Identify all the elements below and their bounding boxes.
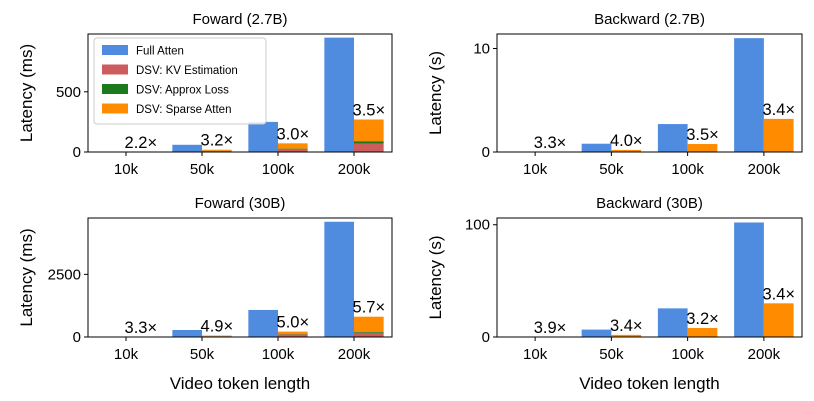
panel1-speedup-100k: 3.0× — [277, 125, 310, 143]
panel3-bar-sparse-100k — [278, 331, 308, 335]
panel3-speedup-50k: 4.9× — [201, 318, 234, 336]
legend-label-sparse: DSV: Sparse Atten — [136, 104, 231, 116]
panel3-bar-kv-200k — [354, 332, 384, 337]
panel2-bar-sparse-50k — [611, 149, 642, 152]
panel4-xtick-10k: 10k — [523, 346, 548, 363]
panel3-bar-sparse-50k — [202, 335, 232, 337]
panel1-xtick-10k: 10k — [114, 161, 139, 178]
panel3-bar-sparse-200k — [354, 316, 384, 332]
panel3-speedup-100k: 5.0× — [277, 314, 310, 332]
panel3-xtick-200k: 200k — [338, 346, 371, 363]
panel1-title: Foward (2.7B) — [192, 11, 287, 28]
panel4-bar-sparse-100k — [687, 328, 718, 337]
panel1-bar-kv-100k — [278, 149, 308, 152]
legend-label-loss: DSV: Approx Loss — [136, 85, 229, 97]
legend-swatch-sparse — [102, 103, 128, 114]
panel3-xtick-50k: 50k — [190, 346, 215, 363]
panel4-speedup-10k: 3.9× — [534, 319, 567, 337]
panel4-xtick-200k: 200k — [748, 346, 781, 363]
panel2-xtick-10k: 10k — [523, 161, 548, 178]
legend-swatch-full — [102, 45, 128, 55]
legend-box — [93, 37, 267, 125]
panel4-bar-sparse-200k — [763, 303, 794, 337]
panel3-ytick-0: 0 — [73, 329, 81, 346]
panel1-bar-full-50k — [172, 144, 202, 152]
panel4-ylabel: Latency (s) — [426, 235, 445, 319]
panel1-bar-full-200k — [324, 37, 354, 152]
panel3-bar-full-50k — [172, 329, 202, 337]
panel2-speedup-100k: 3.5× — [686, 126, 719, 144]
panel1-bar-sparse-50k — [202, 149, 232, 151]
panel3-speedup-10k: 3.3× — [125, 319, 158, 337]
panel2-bar-full-100k — [657, 124, 688, 152]
xlabel-right: Video token length — [579, 374, 720, 393]
legend-swatch-loss — [102, 84, 128, 94]
panel3-bar-full-200k — [324, 221, 354, 337]
panel2-bar-full-50k — [581, 143, 612, 152]
panel4-title: Backward (30B) — [596, 195, 703, 212]
panel2-title: Backward (2.7B) — [594, 11, 705, 28]
panel1-xtick-100k: 100k — [262, 161, 295, 178]
panel4-bar-sparse-50k — [611, 334, 642, 337]
panel1-bar-loss-200k — [354, 141, 384, 144]
panel1-speedup-50k: 3.2× — [201, 132, 234, 150]
panel4-ytick-0: 0 — [482, 329, 490, 346]
panel3-ylabel: Latency (ms) — [17, 228, 36, 326]
panel1-bar-sparse-100k — [278, 143, 308, 149]
panel3-xtick-100k: 100k — [262, 346, 295, 363]
panel2-ytick-0: 0 — [482, 144, 490, 161]
panel1-ytick-0: 0 — [73, 144, 81, 161]
legend-label-kv: DSV: KV Estimation — [136, 65, 238, 77]
panel1-bar-loss-100k — [278, 148, 308, 150]
panel1-bar-kv-200k — [354, 143, 384, 152]
panel1-bar-sparse-200k — [354, 119, 384, 142]
panel3-bar-loss-200k — [354, 331, 384, 333]
panel3-xtick-10k: 10k — [114, 346, 139, 363]
panel1-ytick-1: 500 — [56, 84, 81, 101]
panel4-speedup-50k: 3.4× — [610, 317, 643, 335]
panel2-frame — [496, 33, 803, 153]
panel2-ylabel: Latency (s) — [426, 51, 445, 135]
legend-label-full: Full Atten — [136, 46, 184, 58]
panel4-bar-full-200k — [734, 222, 764, 337]
panel2-speedup-10k: 3.3× — [534, 134, 567, 152]
panel1-bar-full-100k — [248, 121, 278, 152]
panel4-frame — [496, 217, 803, 338]
panel1-speedup-200k: 3.5× — [353, 101, 386, 119]
panel1-speedup-10k: 2.2× — [125, 134, 158, 152]
panel4-bar-full-50k — [581, 329, 612, 337]
panel2-bar-sparse-100k — [687, 144, 718, 152]
panel2-speedup-50k: 4.0× — [610, 132, 643, 150]
panel3-title: Foward (30B) — [195, 195, 286, 212]
panel3-bar-full-100k — [248, 309, 278, 337]
legend-swatch-kv — [102, 64, 128, 75]
panel1-xtick-50k: 50k — [190, 161, 215, 178]
panel4-speedup-100k: 3.2× — [686, 310, 719, 328]
panel3-bar-kv-100k — [278, 334, 308, 337]
panel1-xtick-200k: 200k — [338, 161, 371, 178]
panel4-xtick-100k: 100k — [671, 346, 704, 363]
panel2-bar-full-200k — [734, 38, 764, 152]
xlabel-left: Video token length — [170, 374, 311, 393]
panel4-ytick-1: 100 — [465, 217, 490, 234]
panel4-xtick-50k: 50k — [599, 346, 624, 363]
panel2-ytick-1: 10 — [473, 40, 490, 57]
panel2-xtick-100k: 100k — [671, 161, 704, 178]
panel3-ytick-1: 2500 — [48, 266, 81, 283]
panel1-frame — [87, 33, 393, 153]
panel2-xtick-50k: 50k — [599, 161, 624, 178]
panel3-frame — [87, 217, 393, 338]
panel2-xtick-200k: 200k — [748, 161, 781, 178]
panel3-speedup-200k: 5.7× — [353, 299, 386, 317]
panel4-bar-full-100k — [657, 308, 688, 337]
panel2-bar-sparse-200k — [763, 118, 794, 152]
panel2-speedup-200k: 3.4× — [762, 101, 795, 119]
panel1-ylabel: Latency (ms) — [17, 44, 36, 142]
panel4-speedup-200k: 3.4× — [762, 285, 795, 303]
